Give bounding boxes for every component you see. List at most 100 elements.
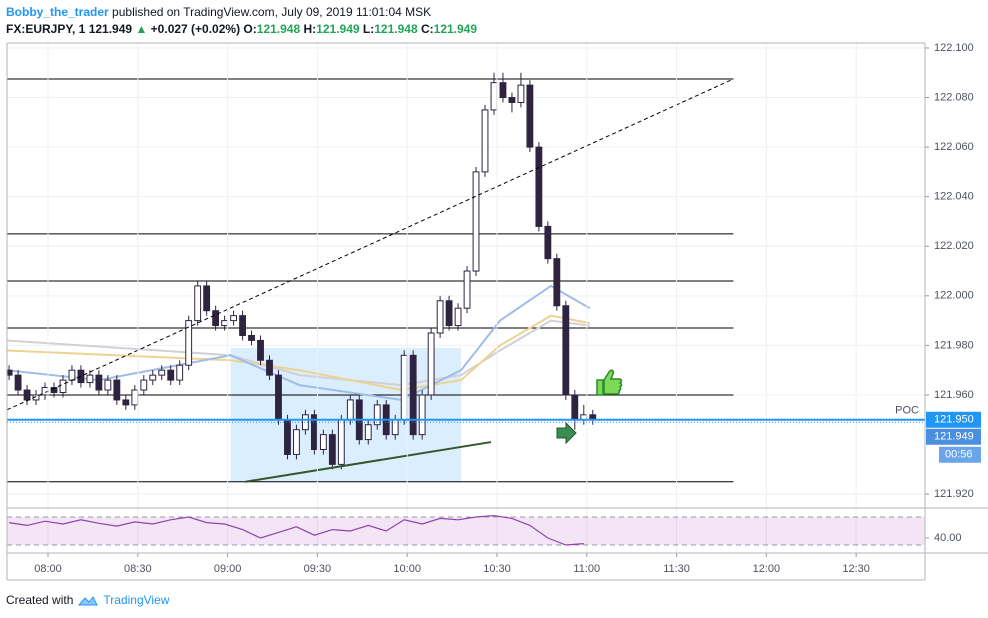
symbol-line: FX:EURJPY, 1 121.949 ▲ +0.027 (+0.02%) O… xyxy=(6,22,477,36)
candle-body xyxy=(364,424,372,441)
candle-body xyxy=(221,320,229,327)
candle-body xyxy=(7,369,13,376)
candle-body xyxy=(149,374,157,381)
c-label: C: xyxy=(420,22,434,36)
candle-body xyxy=(14,374,22,391)
poc-box xyxy=(926,411,981,428)
candle-body xyxy=(409,354,417,436)
thumbs-up-icon xyxy=(596,369,623,396)
candle-body xyxy=(266,359,273,376)
y-tick-label: 122.060 xyxy=(934,141,974,153)
candle-body xyxy=(113,379,121,401)
candle-body xyxy=(23,389,31,401)
candle-body xyxy=(319,434,327,451)
o-label: O: xyxy=(243,22,257,36)
candle-body xyxy=(77,369,85,384)
author[interactable]: Bobby_the_trader xyxy=(6,5,109,19)
candle-body xyxy=(185,320,193,366)
candle-body xyxy=(176,364,184,381)
x-tick-label: 11:30 xyxy=(663,563,690,575)
candle-body xyxy=(284,419,291,455)
footer: Created with TradingView xyxy=(6,593,169,607)
arrow: ▲ xyxy=(135,22,148,36)
last-box xyxy=(926,428,981,445)
x-tick-label: 10:30 xyxy=(483,563,511,575)
x-tick-label: 10:00 xyxy=(393,563,421,575)
h-label: H: xyxy=(303,22,317,36)
y-tick-label: 121.960 xyxy=(934,389,974,401)
candle-body xyxy=(104,379,112,391)
last: 121.949 xyxy=(88,22,133,36)
candle-body xyxy=(526,84,534,148)
countdown: 00:56 xyxy=(945,449,973,461)
candle-body xyxy=(328,434,336,465)
main-pane xyxy=(7,47,925,495)
candle-body xyxy=(122,399,130,406)
candle-body xyxy=(499,82,507,99)
candle-body xyxy=(275,374,282,421)
candle-body xyxy=(158,369,166,376)
o: 121.948 xyxy=(256,22,301,36)
candle-body xyxy=(418,394,426,436)
countdown-box xyxy=(939,446,981,463)
published: published on TradingView.com, July 09, 2… xyxy=(112,5,432,19)
rsi-tick-label: 40.00 xyxy=(934,532,962,544)
x-tick-label: 12:00 xyxy=(753,563,781,575)
y-tick-label: 121.980 xyxy=(934,339,974,351)
candle-body xyxy=(544,225,552,260)
candle-body xyxy=(454,307,462,327)
candle-body xyxy=(95,374,103,391)
poc-label: POC xyxy=(895,405,919,417)
h: 121.949 xyxy=(316,22,360,36)
candle-body xyxy=(68,369,76,381)
rsi-line xyxy=(9,514,584,546)
candle-body xyxy=(257,339,264,361)
candle-body xyxy=(140,379,148,391)
candle-body xyxy=(337,419,345,465)
candle-body xyxy=(131,389,139,406)
l: 121.948 xyxy=(374,22,418,36)
x-tick-label: 09:00 xyxy=(214,563,242,575)
candle-body xyxy=(553,258,561,307)
candle-body xyxy=(436,300,444,334)
x-tick-label: 12:30 xyxy=(842,563,870,575)
last-value: 121.949 xyxy=(934,431,974,443)
footer-brand[interactable]: TradingView xyxy=(103,593,170,607)
candle-body xyxy=(203,285,211,312)
symbol: FX:EURJPY, 1 xyxy=(6,22,86,36)
candle-body xyxy=(50,387,58,393)
poc-value: 121.950 xyxy=(934,414,974,426)
chart: 121.920 121.960 121.980 122.000 122.020 122.0… xyxy=(6,42,988,581)
candle-body xyxy=(535,146,543,227)
y-tick-label: 121.920 xyxy=(934,488,974,500)
support-line xyxy=(245,441,492,483)
footer-text: Created with xyxy=(6,593,74,607)
candle-body xyxy=(517,84,525,103)
y-tick-label: 122.020 xyxy=(934,240,974,252)
candle-body xyxy=(400,354,408,421)
range-box xyxy=(230,347,462,482)
candle-body xyxy=(59,379,67,393)
x-tick-label: 08:00 xyxy=(34,563,62,575)
l-label: L: xyxy=(362,22,375,36)
candle-body xyxy=(481,109,489,173)
candle-body xyxy=(571,394,579,421)
x-tick-label: 08:30 xyxy=(124,563,152,575)
candle-body xyxy=(212,310,220,327)
candle-body xyxy=(562,305,570,396)
x-tick-label: 09:30 xyxy=(304,563,332,575)
arrow-icon xyxy=(556,421,577,445)
candle-body xyxy=(194,285,202,322)
x-tick-label: 11:00 xyxy=(573,563,600,575)
y-tick-label: 122.040 xyxy=(934,191,974,203)
change: +0.027 (+0.02%) xyxy=(150,22,241,36)
candle-body xyxy=(86,374,94,384)
candle-body xyxy=(427,332,435,396)
candle-body xyxy=(463,270,471,309)
candle-body xyxy=(346,399,354,421)
candle-body xyxy=(293,429,300,455)
candle-body xyxy=(167,369,175,381)
candle-body xyxy=(248,334,255,341)
candle-body xyxy=(445,300,453,327)
